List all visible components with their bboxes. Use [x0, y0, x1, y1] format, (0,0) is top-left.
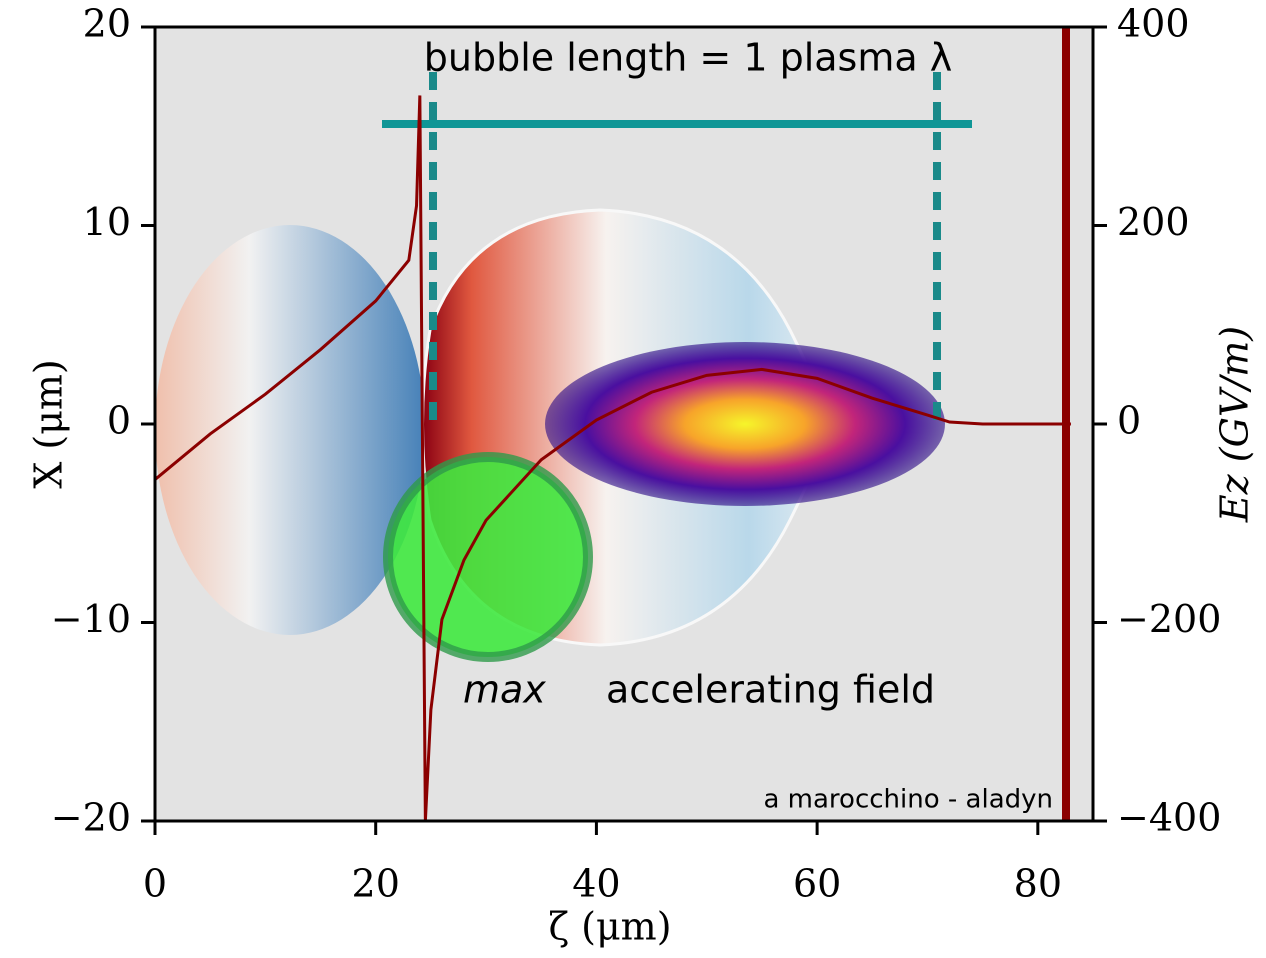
field-image: [155, 27, 1093, 821]
x-tick-label: 60: [793, 862, 841, 906]
y2-tick-label: −200: [1117, 597, 1221, 641]
credit: a marocchino - aladyn: [763, 785, 1053, 815]
x-tick-label: 40: [572, 862, 620, 906]
y-tick-label: 10: [83, 200, 131, 244]
y2-axis-label: Ez (GV/m): [1213, 326, 1257, 523]
y-tick-label: −20: [51, 796, 131, 840]
x-tick-label: 0: [143, 862, 167, 906]
y-axis-label: X (μm): [27, 359, 71, 489]
y-tick-label: 0: [107, 399, 131, 443]
y2-tick-label: 0: [1117, 399, 1141, 443]
ez-line: [154, 95, 1071, 822]
y-tick-label: 20: [83, 2, 131, 46]
y2-tick-label: 200: [1117, 200, 1190, 244]
y-tick-label: −10: [51, 597, 131, 641]
annotation: bubble length = 1 plasma λ: [424, 36, 952, 80]
y2-tick-label: 400: [1117, 2, 1190, 46]
annotation: accelerating field: [606, 668, 935, 712]
annotation: max: [463, 668, 546, 712]
x-tick-label: 20: [352, 862, 400, 906]
x-axis-label: ζ (μm): [548, 905, 671, 949]
y2-tick-label: −400: [1117, 796, 1221, 840]
x-tick-label: 80: [1014, 862, 1062, 906]
